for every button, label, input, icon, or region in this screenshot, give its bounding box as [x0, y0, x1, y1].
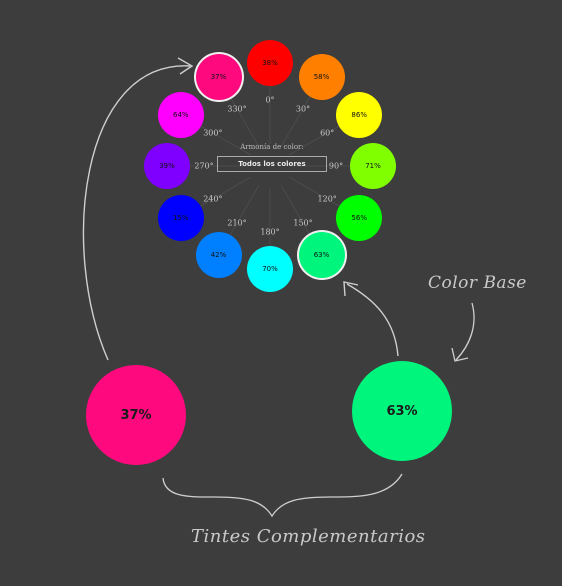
wheel-spoke [280, 96, 311, 148]
base-arrow [455, 302, 475, 361]
complementary-brace [162, 473, 403, 518]
wheel-spoke [200, 176, 252, 207]
degree-label: 90° [328, 161, 344, 171]
degree-label: 60° [320, 128, 335, 138]
complementary-tint-left: 37% [86, 365, 186, 465]
wheel-swatch-30[interactable]: 58% [298, 53, 345, 100]
degree-label: 330° [227, 104, 247, 114]
wheel-spoke [280, 184, 311, 236]
complementary-tint-right: 63% [352, 361, 452, 461]
complement-arrow-left [82, 65, 191, 361]
wheel-spoke [288, 125, 340, 156]
degree-label: 210° [227, 218, 247, 228]
wheel-spoke [200, 125, 252, 156]
degree-label: 30° [295, 104, 311, 114]
complement-arrow-right [346, 283, 399, 357]
degree-label: 180° [260, 227, 280, 237]
complementary-annotation: Tintes Complementarios [191, 526, 426, 547]
wheel-swatch-90[interactable]: 71% [350, 143, 396, 189]
degree-label: 0° [265, 95, 275, 105]
wheel-swatch-210[interactable]: 42% [195, 232, 242, 279]
wheel-swatch-120[interactable]: 56% [336, 194, 383, 241]
degree-label: 120° [317, 194, 337, 204]
wheel-swatch-0[interactable]: 38% [247, 40, 293, 86]
wheel-swatch-240[interactable]: 15% [157, 194, 204, 241]
degree-label: 300° [203, 128, 223, 138]
harmony-select[interactable]: Todos los colores [217, 156, 327, 172]
wheel-swatch-330[interactable]: 37% [195, 53, 242, 100]
wheel-swatch-150[interactable]: 63% [298, 232, 345, 279]
degree-label: 150° [293, 218, 313, 228]
wheel-swatch-180[interactable]: 70% [247, 246, 293, 292]
base-annotation: Color Base [428, 273, 527, 293]
degree-label: 270° [194, 161, 214, 171]
wheel-swatch-60[interactable]: 86% [336, 91, 383, 138]
harmony-label: Armonía de color: [240, 143, 304, 151]
base-arrowhead [451, 347, 469, 362]
complement-arrowhead-right [343, 281, 359, 297]
complement-arrowhead-left [177, 57, 194, 75]
wheel-swatch-270[interactable]: 39% [144, 143, 190, 189]
degree-label: 240° [203, 194, 223, 204]
wheel-spoke [288, 176, 340, 207]
wheel-spoke [229, 96, 260, 148]
wheel-spoke [229, 184, 260, 236]
wheel-swatch-300[interactable]: 64% [157, 91, 204, 138]
